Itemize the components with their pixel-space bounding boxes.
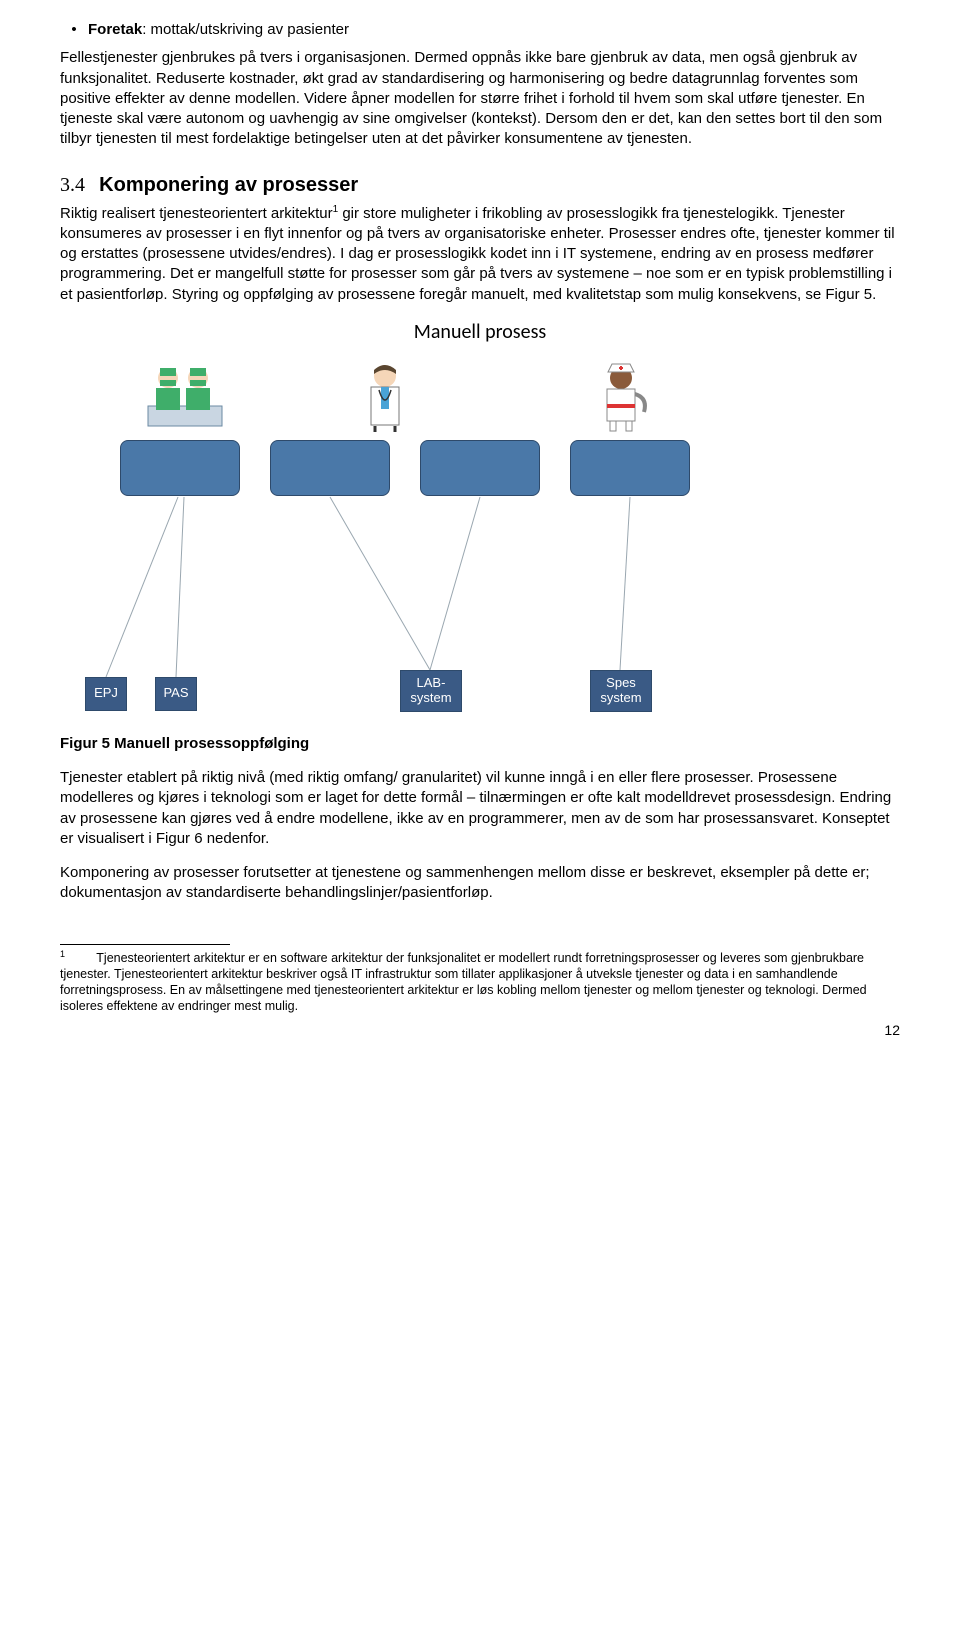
person-icon [590, 360, 652, 438]
bullet-item: • Foretak: mottak/utskriving av pasiente… [60, 20, 900, 40]
bullet-label: Foretak [88, 21, 142, 38]
p2-part-a: Riktig realisert tjenesteorientert arkit… [60, 205, 333, 222]
section-heading: 3.4 Komponering av prosesser [60, 172, 900, 199]
diagram: EPJ PAS LAB-system Spessystem [60, 352, 700, 732]
process-box [270, 440, 390, 496]
paragraph-2: Riktig realisert tjenesteorientert arkit… [60, 203, 900, 305]
process-box [570, 440, 690, 496]
footnote-rule [60, 944, 230, 945]
system-box: PAS [155, 677, 197, 711]
process-box [420, 440, 540, 496]
figure-caption: Figur 5 Manuell prosessoppfølging [60, 734, 900, 754]
person-icon [355, 360, 415, 438]
diagram-container: Manuell prosess EPJ PAS LAB-system Spessyst… [60, 319, 900, 732]
system-box: EPJ [85, 677, 127, 711]
diagram-title: Manuell prosess [60, 319, 900, 346]
system-box: LAB-system [400, 670, 462, 712]
page-number: 12 [60, 1021, 900, 1040]
system-box: Spessystem [590, 670, 652, 712]
footnote-text: Tjenesteorientert arkitektur er en softw… [60, 951, 867, 1014]
section-title: Komponering av prosesser [99, 174, 358, 196]
section-number: 3.4 [60, 174, 85, 196]
paragraph-1: Fellestjenester gjenbrukes på tvers i or… [60, 48, 900, 149]
footnote: 1 Tjenesteorientert arkitektur er en sof… [60, 949, 900, 1015]
bullet-marker: • [60, 20, 88, 40]
paragraph-4: Komponering av prosesser forutsetter at … [60, 863, 900, 904]
paragraph-3: Tjenester etablert på riktig nivå (med r… [60, 768, 900, 849]
person-icon [140, 360, 230, 438]
footnote-number: 1 [60, 949, 65, 959]
bullet-rest: : mottak/utskriving av pasienter [142, 21, 349, 38]
process-box [120, 440, 240, 496]
bullet-text: Foretak: mottak/utskriving av pasienter [88, 20, 900, 40]
